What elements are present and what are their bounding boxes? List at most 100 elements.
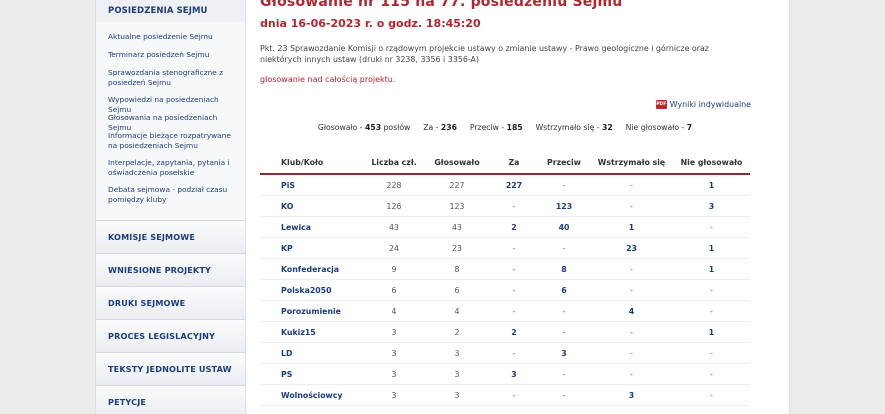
cell-za: - [490,258,538,280]
cell-glosowalo: 3 [424,342,490,364]
cell-przeciw: - [538,321,590,343]
header-glosowalo: Głosowało [424,152,490,175]
cell-club[interactable]: Konfederacja [260,258,364,280]
cell-club[interactable]: KO [260,195,364,217]
main-content: Głosowanie nr 115 na 77. posiedzeniu Sej… [260,0,780,414]
cell-nieglosowalo: 1 [673,258,750,280]
cell-glosowalo: 4 [424,300,490,322]
summary-przeciw-label: Przeciw - [469,123,505,132]
vote-summary: Głosowało - 453 posłów Za - 236 Przeciw … [260,123,750,132]
table-row: KO 126 123-123-3 [260,195,750,217]
sidebar-item-debata[interactable]: Debata sejmowa - podział czasu pomiędzy … [108,185,228,204]
summary-glosowalo-label: Głosowało - [317,123,363,132]
page-frame: POSIEDZENIA SEJMU Aktualne posiedzenie S… [95,0,790,414]
cell-wstrzymalo: 3 [590,384,673,406]
votes-table: Klub/Koło Liczba czł. Głosowało Za Przec… [260,152,750,406]
table-row: KP 24 23- -23 1 [260,237,750,259]
vote-date: dnia 16-06-2023 r. o godz. 18:45:20 [260,17,481,30]
table-row: Kukiz15 3 2 2- -1 [260,321,750,343]
cell-za: 227 [490,174,538,196]
cell-nieglosowalo: 1 [673,321,750,343]
table-row: Wolnościowcy 3 3- -3- [260,384,750,406]
cell-za: - [490,300,538,322]
table-row: Porozumienie 4 4- -4- [260,300,750,322]
cell-club[interactable]: Lewica [260,216,364,238]
cell-za: - [490,342,538,364]
sidebar-item-sprawozdania[interactable]: Sprawozdania stenograficzne z posiedzeń … [108,68,224,87]
cell-wstrzymalo: - [590,363,673,385]
cell-club[interactable]: Kukiz15 [260,321,364,343]
cell-glosowalo: 43 [424,216,490,238]
cell-liczba: 3 [364,342,424,364]
cell-nieglosowalo: - [673,300,750,322]
sidebar-section-druki[interactable]: DRUKI SEJMOWE [96,286,245,319]
cell-nieglosowalo: 1 [673,237,750,259]
cell-nieglosowalo: - [673,342,750,364]
cell-wstrzymalo: - [590,321,673,343]
cell-przeciw: - [538,384,590,406]
cell-wstrzymalo: - [590,195,673,217]
sidebar-item-terminarz[interactable]: Terminarz posiedzeń Sejmu [108,50,210,59]
table-header-row: Klub/Koło Liczba czł. Głosowało Za Przec… [260,152,750,175]
cell-liczba: 24 [364,237,424,259]
cell-club[interactable]: KP [260,237,364,259]
sidebar-item-interpelacje[interactable]: Interpelacje, zapytania, pytania i oświa… [108,158,230,177]
cell-liczba: 4 [364,300,424,322]
summary-nieglos-value: 7 [686,123,693,132]
cell-za: 3 [490,363,538,385]
header-nieglosowalo: Nie głosowało [673,152,750,175]
individual-results-link[interactable]: PDF Wyniki indywidualne [655,100,751,109]
cell-club[interactable]: PiS [260,174,364,196]
cell-liczba: 43 [364,216,424,238]
cell-przeciw: - [538,300,590,322]
cell-wstrzymalo: 23 [590,237,673,259]
sidebar-section-projekty[interactable]: WNIESIONE PROJEKTY [96,253,245,286]
cell-club[interactable]: Polska2050 [260,279,364,301]
cell-glosowalo: 3 [424,363,490,385]
vote-description: Pkt. 23 Sprawozdanie Komisji o rządowym … [260,44,709,64]
sidebar-heading[interactable]: POSIEDZENIA SEJMU [108,6,208,16]
cell-club[interactable]: PS [260,363,364,385]
cell-wstrzymalo: 1 [590,216,673,238]
cell-glosowalo: 23 [424,237,490,259]
header-klub: Klub/Koło [260,152,364,175]
cell-liczba: 3 [364,321,424,343]
cell-przeciw: - [538,363,590,385]
cell-przeciw: 8 [538,258,590,280]
header-za: Za [490,152,538,175]
sidebar-item-aktualne[interactable]: Aktualne posiedzenie Sejmu [108,32,213,41]
sidebar-section-proces[interactable]: PROCES LEGISLACYJNY [96,319,245,352]
sidebar-section-komisje[interactable]: KOMISJE SEJMOWE [96,220,245,253]
cell-przeciw: - [538,174,590,196]
cell-club[interactable]: Porozumienie [260,300,364,322]
cell-club[interactable]: Wolnościowcy [260,384,364,406]
cell-przeciw: 6 [538,279,590,301]
sidebar-submenu: Aktualne posiedzenie Sejmu Terminarz pos… [96,22,245,220]
cell-wstrzymalo: - [590,342,673,364]
cell-liczba: 3 [364,384,424,406]
cell-nieglosowalo: - [673,363,750,385]
page-title: Głosowanie nr 115 na 77. posiedzeniu Sej… [260,0,623,10]
sidebar-item-glosowania[interactable]: Głosowania na posiedzeniach Sejmu [108,113,218,132]
cell-przeciw: - [538,237,590,259]
summary-wstrzymalo-value: 32 [602,123,613,132]
table-row: Polska2050 6 6-6- - [260,279,750,301]
cell-wstrzymalo: - [590,258,673,280]
cell-glosowalo: 123 [424,195,490,217]
summary-glosowalo-value: 453 [365,123,382,132]
table-row: LD 3 3-3- - [260,342,750,364]
individual-results-label: Wyniki indywidualne [669,100,751,109]
cell-nieglosowalo: 3 [673,195,750,217]
table-row: Lewica 43 43 2 40 1- [260,216,750,238]
summary-za-label: Za - [423,123,439,132]
sidebar-item-informacje[interactable]: Informacje bieżące rozpatrywane na posie… [108,131,231,150]
cell-liczba: 3 [364,363,424,385]
sidebar-item-wypowiedzi[interactable]: Wypowiedzi na posiedzeniach Sejmu [108,95,219,114]
cell-club[interactable]: LD [260,342,364,364]
header-wstrzymalo: Wstrzymało się [590,152,673,175]
sidebar-section-teksty[interactable]: TEKSTY JEDNOLITE USTAW [96,352,245,385]
sidebar-section-petycje[interactable]: PETYCJE [96,385,245,414]
cell-za: 2 [490,321,538,343]
cell-przeciw: 40 [538,216,590,238]
summary-za-value: 236 [440,123,457,132]
